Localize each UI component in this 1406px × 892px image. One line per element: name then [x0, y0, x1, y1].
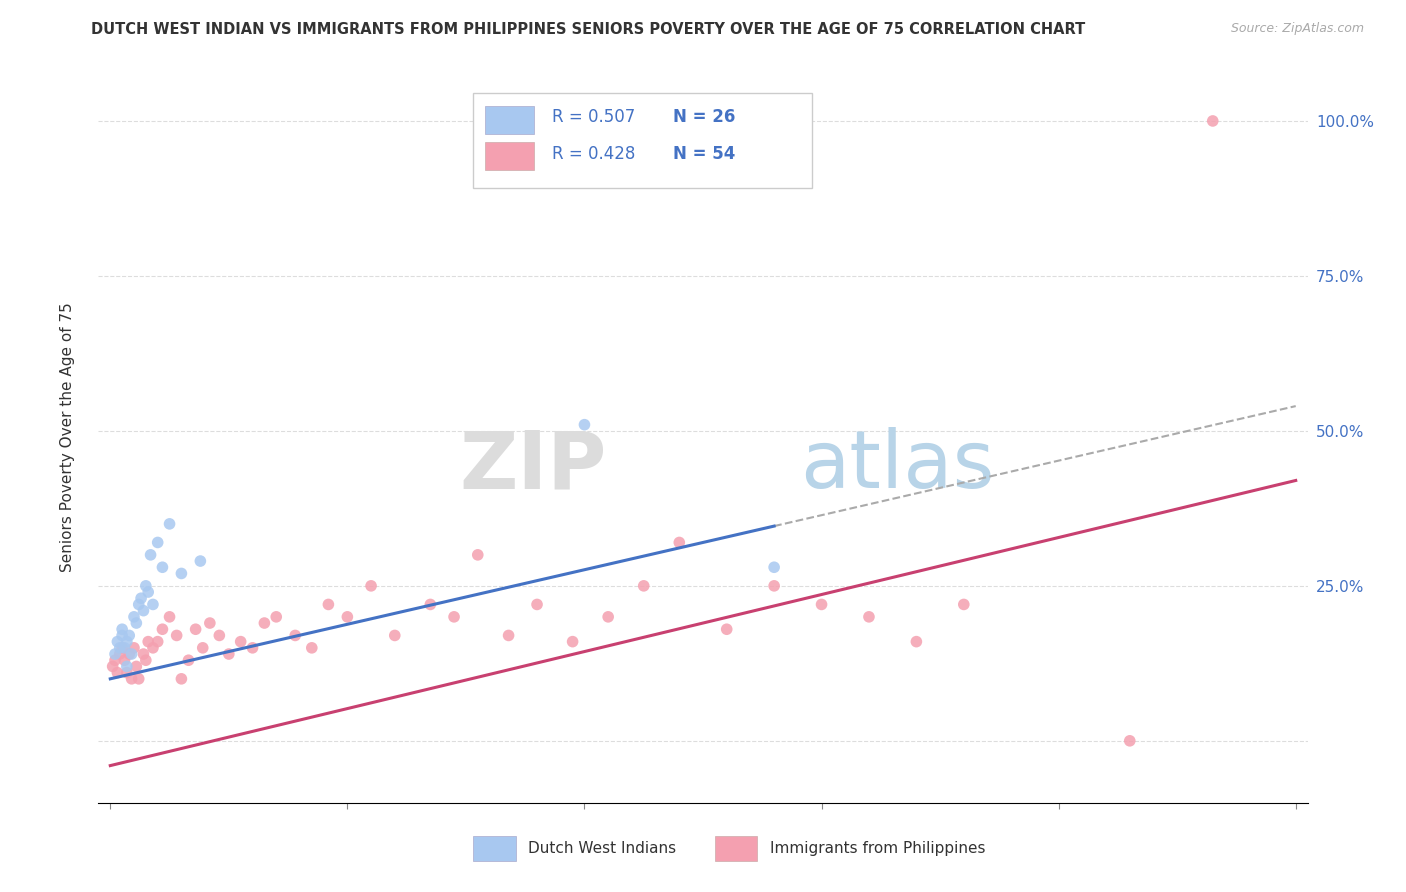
- Point: [170, 566, 193, 581]
- Text: atlas: atlas: [800, 427, 994, 506]
- Point: [132, 647, 155, 661]
- Point: [284, 628, 307, 642]
- FancyBboxPatch shape: [485, 143, 534, 170]
- Point: [115, 634, 138, 648]
- Point: [498, 628, 520, 642]
- Point: [128, 672, 150, 686]
- Point: [105, 665, 128, 680]
- Point: [598, 610, 620, 624]
- Point: [105, 634, 128, 648]
- Text: DUTCH WEST INDIAN VS IMMIGRANTS FROM PHILIPPINES SENIORS POVERTY OVER THE AGE OF: DUTCH WEST INDIAN VS IMMIGRANTS FROM PHI…: [91, 22, 1085, 37]
- Point: [114, 640, 136, 655]
- Point: [218, 647, 240, 661]
- Text: Immigrants from Philippines: Immigrants from Philippines: [769, 840, 986, 855]
- Point: [108, 640, 131, 655]
- Point: [166, 628, 188, 642]
- Point: [360, 579, 382, 593]
- Point: [121, 672, 143, 686]
- Text: N = 54: N = 54: [672, 145, 735, 163]
- Point: [170, 672, 193, 686]
- Point: [264, 610, 287, 624]
- Point: [129, 591, 152, 606]
- Point: [122, 610, 145, 624]
- Point: [574, 417, 596, 432]
- Point: [763, 560, 786, 574]
- Point: [139, 548, 162, 562]
- Point: [135, 579, 157, 593]
- Point: [253, 615, 276, 630]
- Point: [101, 659, 124, 673]
- Point: [142, 640, 165, 655]
- Text: N = 26: N = 26: [672, 109, 735, 127]
- Point: [111, 622, 134, 636]
- Point: [526, 598, 548, 612]
- Point: [716, 622, 738, 636]
- Point: [159, 516, 181, 531]
- Point: [125, 659, 148, 673]
- Point: [159, 610, 181, 624]
- Point: [561, 634, 583, 648]
- FancyBboxPatch shape: [485, 106, 534, 134]
- Point: [858, 610, 880, 624]
- Point: [419, 598, 441, 612]
- FancyBboxPatch shape: [474, 836, 516, 862]
- Point: [115, 659, 138, 673]
- FancyBboxPatch shape: [716, 836, 758, 862]
- Point: [443, 610, 465, 624]
- Point: [115, 665, 138, 680]
- Point: [318, 598, 340, 612]
- Y-axis label: Seniors Poverty Over the Age of 75: Seniors Poverty Over the Age of 75: [60, 302, 75, 572]
- Point: [668, 535, 690, 549]
- Point: [152, 560, 174, 574]
- Point: [633, 579, 655, 593]
- Point: [104, 653, 127, 667]
- Point: [118, 628, 141, 642]
- Point: [104, 647, 127, 661]
- Point: [136, 585, 159, 599]
- Point: [208, 628, 231, 642]
- Point: [146, 535, 169, 549]
- Point: [301, 640, 323, 655]
- Point: [1119, 734, 1142, 748]
- Point: [467, 548, 489, 562]
- Point: [136, 634, 159, 648]
- Point: [952, 598, 974, 612]
- Point: [1202, 114, 1225, 128]
- Point: [121, 647, 143, 661]
- Point: [135, 653, 157, 667]
- Point: [132, 604, 155, 618]
- Point: [905, 634, 928, 648]
- FancyBboxPatch shape: [474, 94, 811, 188]
- Point: [229, 634, 252, 648]
- Point: [242, 640, 264, 655]
- Point: [122, 640, 145, 655]
- Point: [763, 579, 786, 593]
- Point: [198, 615, 221, 630]
- Point: [111, 628, 134, 642]
- Point: [810, 598, 832, 612]
- Point: [108, 647, 131, 661]
- Text: ZIP: ZIP: [458, 427, 606, 506]
- Point: [191, 640, 214, 655]
- Point: [177, 653, 200, 667]
- Text: R = 0.507: R = 0.507: [551, 109, 636, 127]
- Point: [118, 647, 141, 661]
- Point: [152, 622, 174, 636]
- Point: [128, 598, 150, 612]
- Text: Source: ZipAtlas.com: Source: ZipAtlas.com: [1230, 22, 1364, 36]
- Point: [384, 628, 406, 642]
- Point: [114, 653, 136, 667]
- Point: [336, 610, 359, 624]
- Point: [190, 554, 212, 568]
- Point: [142, 598, 165, 612]
- Point: [111, 640, 134, 655]
- Point: [146, 634, 169, 648]
- Text: Dutch West Indians: Dutch West Indians: [527, 840, 676, 855]
- Point: [184, 622, 207, 636]
- Point: [125, 615, 148, 630]
- Text: R = 0.428: R = 0.428: [551, 145, 636, 163]
